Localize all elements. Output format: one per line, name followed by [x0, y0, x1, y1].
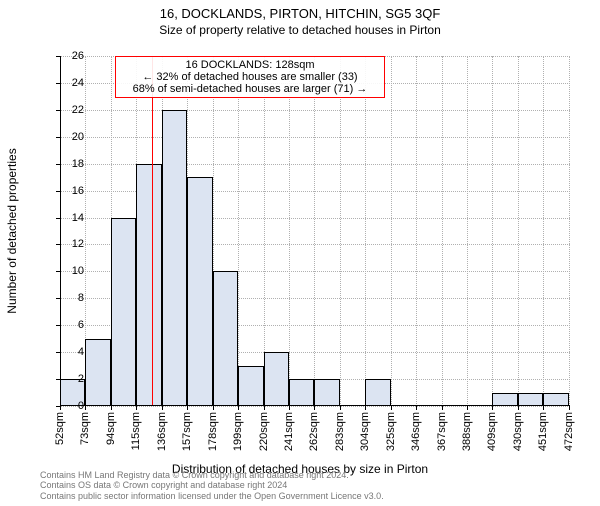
footer-line: Contains public sector information licen…: [40, 491, 384, 502]
marker-line: [152, 56, 153, 406]
x-tick-label: 367sqm: [436, 412, 448, 451]
x-tick-label: 157sqm: [181, 412, 193, 451]
footer-attribution: Contains HM Land Registry data © Crown c…: [40, 470, 384, 502]
y-tick-label: 10: [54, 265, 84, 277]
y-tick-label: 8: [54, 292, 84, 304]
x-tick-label: 409sqm: [486, 412, 498, 451]
x-axis: [60, 405, 570, 406]
y-tick-label: 2: [54, 373, 84, 385]
grid-line: [569, 56, 570, 406]
annotation-box: 16 DOCKLANDS: 128sqm← 32% of detached ho…: [115, 56, 385, 98]
y-tick-label: 0: [54, 400, 84, 412]
grid-line: [365, 56, 366, 406]
grid-line: [518, 56, 519, 406]
annotation-line: ← 32% of detached houses are smaller (33…: [120, 71, 380, 83]
grid-line: [340, 56, 341, 406]
y-tick-label: 4: [54, 346, 84, 358]
y-tick-label: 12: [54, 238, 84, 250]
x-tick-label: 241sqm: [283, 412, 295, 451]
x-tick-label: 304sqm: [359, 412, 371, 451]
x-tick-label: 262sqm: [308, 412, 320, 451]
histogram-bar: [213, 271, 238, 406]
y-tick-label: 24: [54, 77, 84, 89]
y-tick-label: 14: [54, 212, 84, 224]
histogram-bar: [314, 379, 339, 406]
histogram-bar: [518, 393, 543, 406]
grid-line: [492, 56, 493, 406]
histogram-bar: [85, 339, 110, 406]
histogram-bar: [238, 366, 263, 406]
page-title: 16, DOCKLANDS, PIRTON, HITCHIN, SG5 3QF: [0, 6, 600, 21]
x-tick-label: 430sqm: [512, 412, 524, 451]
x-tick-label: 388sqm: [461, 412, 473, 451]
grid-line: [442, 56, 443, 406]
histogram-bar: [136, 164, 161, 406]
grid-line: [314, 56, 315, 406]
footer-line: Contains OS data © Crown copyright and d…: [40, 480, 384, 491]
page-subtitle: Size of property relative to detached ho…: [0, 23, 600, 37]
y-tick-label: 26: [54, 50, 84, 62]
x-tick-label: 73sqm: [79, 412, 91, 445]
annotation-line: 68% of semi-detached houses are larger (…: [120, 83, 380, 95]
x-tick-label: 178sqm: [207, 412, 219, 451]
y-axis-label: Number of detached properties: [5, 148, 19, 313]
x-tick-label: 346sqm: [410, 412, 422, 451]
x-tick-label: 283sqm: [334, 412, 346, 451]
histogram-bar: [492, 393, 517, 406]
x-tick-label: 52sqm: [54, 412, 66, 445]
y-tick-label: 16: [54, 185, 84, 197]
histogram-bar: [111, 218, 136, 406]
footer-line: Contains HM Land Registry data © Crown c…: [40, 470, 384, 481]
y-tick-label: 18: [54, 158, 84, 170]
y-tick-label: 6: [54, 319, 84, 331]
plot-area: 16 DOCKLANDS: 128sqm← 32% of detached ho…: [60, 56, 570, 406]
grid-line: [543, 56, 544, 406]
y-tick-label: 22: [54, 104, 84, 116]
annotation-line: 16 DOCKLANDS: 128sqm: [120, 59, 380, 71]
histogram-bar: [162, 110, 187, 406]
x-tick-label: 94sqm: [105, 412, 117, 445]
x-tick-label: 451sqm: [537, 412, 549, 451]
x-tick-label: 472sqm: [563, 412, 575, 451]
x-tick-label: 220sqm: [258, 412, 270, 451]
x-tick-label: 325sqm: [385, 412, 397, 451]
x-tick-label: 199sqm: [232, 412, 244, 451]
grid-line: [467, 56, 468, 406]
y-tick-label: 20: [54, 131, 84, 143]
grid-line: [289, 56, 290, 406]
histogram-bar: [289, 379, 314, 406]
chart-container: 16, DOCKLANDS, PIRTON, HITCHIN, SG5 3QF …: [0, 6, 600, 506]
histogram-bar: [543, 393, 568, 406]
grid-line: [416, 56, 417, 406]
x-tick-label: 136sqm: [156, 412, 168, 451]
x-tick-label: 115sqm: [130, 412, 142, 450]
histogram-bar: [365, 379, 390, 406]
grid-line: [238, 56, 239, 406]
histogram-bar: [264, 352, 289, 406]
grid-line: [391, 56, 392, 406]
histogram-bar: [187, 177, 212, 406]
